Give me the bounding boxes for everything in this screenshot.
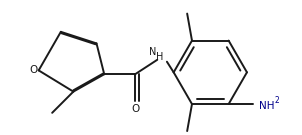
Text: H: H bbox=[156, 52, 163, 62]
Text: N: N bbox=[149, 47, 156, 57]
Text: O: O bbox=[30, 65, 38, 75]
Text: NH: NH bbox=[259, 101, 275, 111]
Text: 2: 2 bbox=[275, 96, 280, 105]
Text: O: O bbox=[131, 104, 139, 114]
